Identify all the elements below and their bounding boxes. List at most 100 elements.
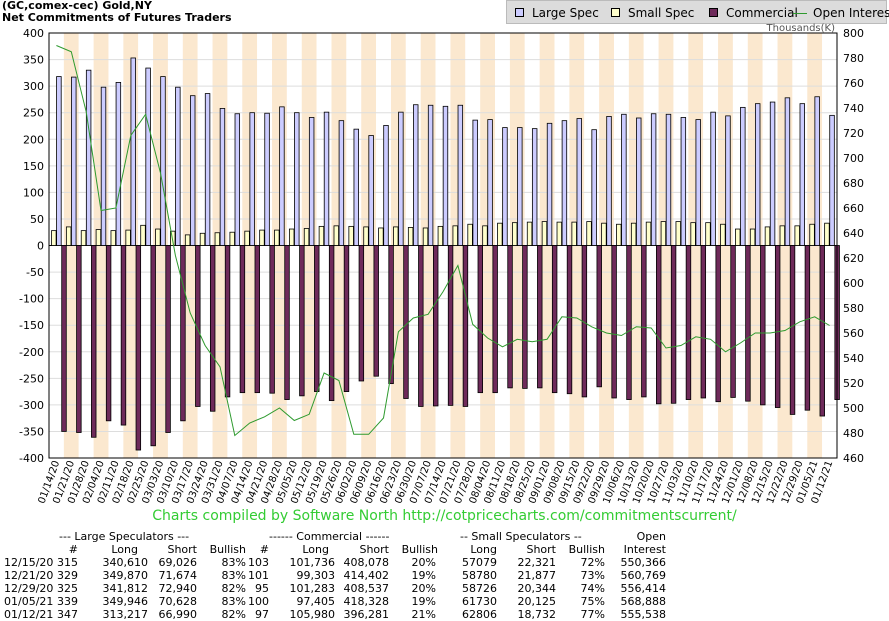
y-tick-label: -300 bbox=[19, 399, 44, 412]
legend-label: Small Spec bbox=[628, 6, 695, 20]
bar-small-spec bbox=[690, 222, 696, 246]
table-cell: 339 bbox=[57, 595, 78, 608]
bar-commercial bbox=[626, 245, 632, 400]
table-cell: 77% bbox=[580, 608, 605, 621]
legend-label: Large Spec bbox=[532, 6, 599, 20]
bar-large-spec bbox=[145, 67, 151, 246]
bar-commercial bbox=[745, 245, 751, 402]
credit-line: Charts compiled by Software North http:/… bbox=[152, 508, 737, 524]
bar-small-spec bbox=[749, 228, 756, 246]
bar-commercial bbox=[343, 245, 350, 392]
bar-commercial bbox=[700, 245, 707, 399]
table-cell: 550,366 bbox=[620, 556, 667, 569]
table-cell: 100 bbox=[248, 595, 269, 608]
table-cell: 101,283 bbox=[289, 582, 336, 595]
y-tick-label: 400 bbox=[23, 27, 44, 40]
bar-commercial bbox=[403, 245, 409, 399]
table-cell: 325 bbox=[57, 582, 78, 595]
bar-large-spec bbox=[398, 111, 404, 246]
bar-commercial bbox=[105, 245, 112, 422]
table-cell: 72% bbox=[580, 556, 605, 569]
bar-commercial bbox=[507, 245, 513, 389]
table-cell: 101 bbox=[248, 569, 269, 582]
bar-commercial bbox=[566, 245, 573, 395]
table-cell: 349,946 bbox=[102, 595, 149, 608]
table-cell: 20,344 bbox=[517, 582, 557, 595]
bar-commercial bbox=[61, 245, 67, 432]
bar-small-spec bbox=[779, 225, 786, 246]
legend-label: Commercial bbox=[726, 6, 798, 20]
group-header-commercial: ------ Commercial ------ bbox=[269, 530, 390, 543]
legend-commercial: Commercial bbox=[709, 6, 798, 20]
y2-tick-label: 660 bbox=[843, 202, 864, 215]
table-cell: 97 bbox=[255, 608, 269, 621]
y-tick-label: 350 bbox=[23, 54, 44, 67]
column-header: Long bbox=[111, 543, 138, 556]
bar-large-spec bbox=[204, 93, 211, 246]
bar-small-spec bbox=[645, 221, 652, 246]
bar-small-spec bbox=[601, 222, 607, 246]
y2-tick-label: 620 bbox=[843, 252, 864, 265]
bar-large-spec bbox=[353, 128, 359, 246]
bar-large-spec bbox=[650, 113, 657, 246]
table-cell: 22,321 bbox=[517, 556, 557, 569]
bar-small-spec bbox=[482, 225, 488, 246]
bar-commercial bbox=[774, 245, 781, 408]
row-date: 12/21/20 bbox=[4, 569, 54, 582]
bar-commercial bbox=[730, 245, 736, 398]
bar-large-spec bbox=[56, 76, 62, 246]
bar-small-spec bbox=[51, 230, 57, 246]
bar-large-spec bbox=[85, 69, 92, 246]
table-cell: 556,414 bbox=[620, 582, 667, 595]
y-tick-label: -100 bbox=[19, 293, 44, 306]
table-cell: 396,281 bbox=[343, 608, 390, 621]
bar-commercial bbox=[685, 245, 692, 400]
table-cell: 347 bbox=[57, 608, 78, 621]
bar-small-spec bbox=[526, 221, 533, 246]
table-cell: 105,980 bbox=[289, 608, 336, 621]
legend-small-spec: Small Spec bbox=[611, 6, 694, 20]
bar-commercial bbox=[165, 245, 171, 433]
row-date: 01/05/21 bbox=[4, 595, 54, 608]
bar-large-spec bbox=[219, 108, 226, 246]
bar-commercial bbox=[314, 245, 320, 392]
bar-large-spec bbox=[784, 97, 791, 246]
bar-commercial bbox=[120, 245, 127, 426]
y2-tick-label: 720 bbox=[843, 127, 864, 140]
y-tick-label: 300 bbox=[23, 80, 44, 93]
bar-commercial bbox=[76, 245, 82, 433]
y2-tick-label: 500 bbox=[843, 402, 864, 415]
table-cell: 99,303 bbox=[296, 569, 336, 582]
bar-commercial bbox=[299, 245, 305, 397]
bar-large-spec bbox=[695, 119, 701, 246]
bar-commercial bbox=[254, 245, 260, 394]
bar-commercial bbox=[477, 245, 484, 394]
table-cell: 340,610 bbox=[102, 556, 149, 569]
table-cell: 18,732 bbox=[517, 608, 557, 621]
table-cell: 69,026 bbox=[158, 556, 198, 569]
bar-small-spec bbox=[660, 221, 667, 246]
y-tick-label: 50 bbox=[30, 213, 44, 226]
bar-large-spec bbox=[323, 111, 330, 246]
bar-commercial bbox=[195, 245, 201, 407]
y2-tick-label: 640 bbox=[843, 227, 864, 240]
table-cell: 57079 bbox=[462, 556, 497, 569]
bar-large-spec bbox=[294, 112, 300, 246]
bar-large-spec bbox=[71, 76, 77, 246]
bar-small-spec bbox=[794, 225, 800, 246]
y2-tick-label: 560 bbox=[843, 327, 864, 340]
bar-commercial bbox=[269, 245, 275, 394]
column-header: Bullish bbox=[401, 543, 438, 556]
bar-large-spec bbox=[621, 113, 627, 246]
bar-small-spec bbox=[541, 221, 548, 246]
bar-large-spec bbox=[769, 101, 776, 246]
bar-small-spec bbox=[184, 234, 191, 246]
bar-small-spec bbox=[437, 225, 444, 246]
bar-commercial bbox=[462, 245, 469, 407]
bar-commercial bbox=[760, 245, 766, 406]
legend: Large Spec Small Spec Commercial Open In… bbox=[506, 0, 889, 24]
bar-commercial bbox=[284, 245, 290, 400]
group-header-open: Open bbox=[636, 530, 666, 543]
y2-tick-label: 540 bbox=[843, 352, 864, 365]
bar-large-spec bbox=[264, 112, 270, 246]
